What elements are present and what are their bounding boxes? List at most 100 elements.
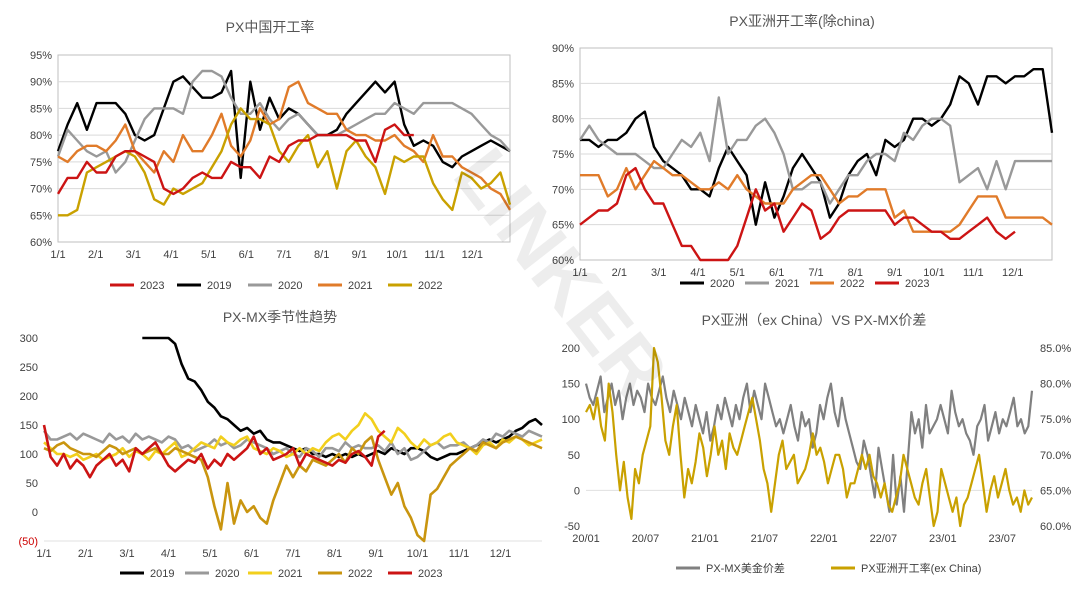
x-tick-label: 7/1 <box>285 548 300 560</box>
y-tick-label: 50 <box>568 450 580 462</box>
y2-tick-label: 75.0% <box>1040 414 1071 426</box>
x-tick-label: 2/1 <box>612 267 627 279</box>
chart-title: PX-MX季节性趋势 <box>223 309 337 325</box>
series-line-2021: 2021 <box>578 96 1052 205</box>
y-tick-label: 65% <box>552 220 574 232</box>
series-line-2021: 2021 <box>57 80 512 211</box>
y-tick-label: 90% <box>30 77 52 89</box>
chart-px-asia-vs-px-mx-spread: PX亚洲（ex China）VS PX-MX价差 -50 0 50 100 150 200… <box>548 298 1080 596</box>
x-tick-label: 3/1 <box>119 548 134 560</box>
y2-tick-label: 85.0% <box>1040 343 1071 355</box>
legend-label: PX-MX美金价差 <box>706 561 785 575</box>
x-tick-label: 1/1 <box>50 249 65 261</box>
x-tick-label: 8/1 <box>327 548 342 560</box>
y-tick-label: 75% <box>30 157 52 169</box>
series-line-2020: 2020 <box>42 429 543 462</box>
series-line-2023: 2023 <box>56 123 414 196</box>
legend-label: 2019 <box>150 568 174 580</box>
y2-tick-label: 60.0% <box>1040 521 1071 533</box>
x-tick-label: 22/01 <box>810 533 838 545</box>
chart-title: PX亚洲开工率(除china) <box>729 13 874 29</box>
x-tick-label: 11/1 <box>424 249 445 261</box>
y-tick-label: 85% <box>552 78 574 90</box>
y-tick-label: 80% <box>30 130 52 142</box>
x-tick-label: 9/1 <box>887 267 902 279</box>
x-tick-label: 9/1 <box>368 548 383 560</box>
y-tick-label: 0 <box>32 507 38 519</box>
x-tick-label: 12/1 <box>462 249 483 261</box>
legend-label: 2021 <box>348 280 372 292</box>
x-tick-label: 6/1 <box>769 267 784 279</box>
y-tick-label: 100 <box>20 449 38 461</box>
y-tick-label: 95% <box>30 50 52 62</box>
x-tick-label: 7/1 <box>808 267 823 279</box>
chart-svg-p4: PX亚洲（ex China）VS PX-MX价差 -50 0 50 100 150 200… <box>562 312 1072 575</box>
chart-svg-p2: PX亚洲开工率(除china) 60% 65% 70% 75% 80% 85% 90% 1/1… <box>552 13 1054 290</box>
y-tick-label: 75% <box>552 149 574 161</box>
legend-label: 2023 <box>140 280 164 292</box>
x-tick-label: 5/1 <box>201 249 216 261</box>
y2-tick-label: 65.0% <box>1040 485 1071 497</box>
x-tick-label: 2/1 <box>78 548 93 560</box>
x-tick-label: 5/1 <box>730 267 745 279</box>
x-tick-label: 7/1 <box>276 249 291 261</box>
legend-label: 2022 <box>418 280 442 292</box>
y-tick-label: 70% <box>552 184 574 196</box>
series-line-PX亚洲开工率(ex China): PX亚洲开工率(ex China) <box>585 346 1033 528</box>
y-tick-label: 150 <box>20 420 38 432</box>
x-tick-label: 11/1 <box>449 548 470 560</box>
x-tick-label: 10/1 <box>407 548 428 560</box>
legend-label: 2023 <box>905 278 929 290</box>
y-tick-label: (50) <box>18 536 38 548</box>
series-line-2023: 2023 <box>42 424 386 479</box>
x-tick-label: 11/1 <box>963 267 984 279</box>
x-tick-label: 12/1 <box>1002 267 1023 279</box>
x-tick-label: 5/1 <box>202 548 217 560</box>
series-line-2022: 2022 <box>580 159 1053 233</box>
series-line-2022: 2022 <box>58 107 512 217</box>
legend-label: 2019 <box>207 280 231 292</box>
x-tick-label: 6/1 <box>239 249 254 261</box>
y-tick-label: 250 <box>20 362 38 374</box>
y-tick-label: -50 <box>564 521 580 533</box>
chart-px-mx-seasonal: PX-MX季节性趋势 (50) 0 50 100 150 200 250 300 1/1 2/1 3… <box>0 298 548 596</box>
x-tick-label: 3/1 <box>126 249 141 261</box>
y-tick-label: 150 <box>562 379 580 391</box>
y-tick-label: 200 <box>562 343 580 355</box>
x-tick-label: 1/1 <box>36 548 51 560</box>
chart-title: PX亚洲（ex China）VS PX-MX价差 <box>702 312 927 328</box>
series-line-2020: 2020 <box>580 68 1054 226</box>
series-line-2023: 2023 <box>579 166 1016 262</box>
legend-label: PX亚洲开工率(ex China) <box>861 561 981 575</box>
legend-label: 2021 <box>278 568 302 580</box>
y-tick-label: 200 <box>20 391 38 403</box>
chart-px-asia-ex-china-utilization: PX亚洲开工率(除china) 60% 65% 70% 75% 80% 85% 90% 1/1… <box>540 0 1080 298</box>
y-tick-label: 50 <box>26 478 38 490</box>
series-line-2019: 2019 <box>56 69 511 180</box>
legend-label: 2021 <box>775 278 799 290</box>
x-tick-label: 8/1 <box>848 267 863 279</box>
y2-tick-label: 80.0% <box>1040 379 1071 391</box>
y-tick-label: 70% <box>30 184 52 196</box>
legend-label: 2022 <box>348 568 372 580</box>
x-tick-label: 20/07 <box>632 533 660 545</box>
x-tick-label: 23/01 <box>929 533 957 545</box>
x-tick-label: 10/1 <box>923 267 944 279</box>
x-tick-label: 23/07 <box>989 533 1017 545</box>
x-tick-label: 2/1 <box>88 249 103 261</box>
x-tick-label: 9/1 <box>352 249 367 261</box>
chart-svg-p1: PX中国开工率 60% 65% 70% 75% 80% 85% 90% 95% 1/1 2/1 3/… <box>30 19 512 292</box>
x-tick-label: 12/1 <box>490 548 511 560</box>
chart-px-china-utilization: PX中国开工率 60% 65% 70% 75% 80% 85% 90% 95% 1/1 2/1 3/… <box>0 0 540 298</box>
y-tick-label: 60% <box>30 237 52 249</box>
chart-title: PX中国开工率 <box>226 19 315 35</box>
series-line-2021: 2021 <box>43 412 543 462</box>
x-tick-label: 21/01 <box>691 533 719 545</box>
plot-frame <box>57 54 511 243</box>
x-tick-label: 21/07 <box>751 533 779 545</box>
x-tick-label: 8/1 <box>314 249 329 261</box>
y-tick-label: 300 <box>20 333 38 345</box>
x-tick-label: 10/1 <box>386 249 407 261</box>
legend-label: 2020 <box>710 278 734 290</box>
legend-label: 2023 <box>418 568 442 580</box>
